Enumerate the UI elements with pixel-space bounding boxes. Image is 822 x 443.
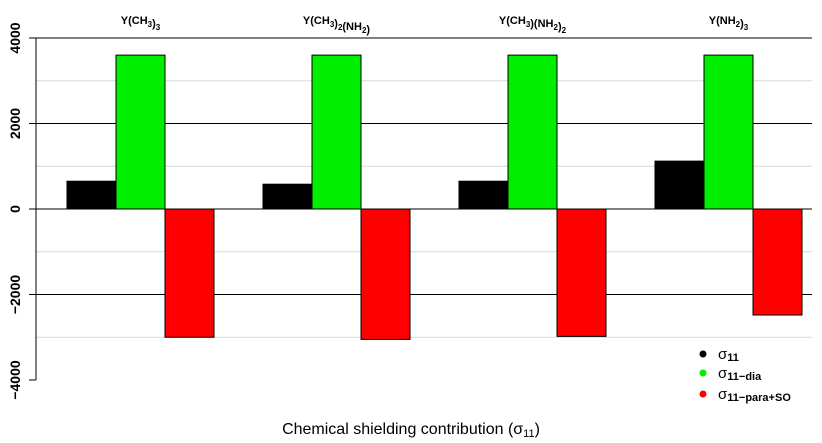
y-tick-label: 0 (7, 205, 23, 213)
legend-entry: σ11−dia (718, 365, 762, 383)
bar-sigma11-dia (115, 54, 166, 210)
bar-sigma11-para-so (164, 208, 215, 338)
bar-sigma11-para-so (360, 208, 411, 340)
bar-sigma11-para-so (752, 208, 803, 316)
bar-sigma11 (458, 180, 509, 210)
x-axis-label: Chemical shielding contribution (σ11) (282, 421, 540, 440)
bars (66, 54, 803, 340)
category-label: Y(NH2)3 (709, 15, 749, 32)
bar-sigma11-dia (311, 54, 362, 210)
category-labels: Y(CH3)3 Y(CH3)2(NH2) Y(CH3)(NH2)2 Y(NH2)3 (121, 15, 749, 36)
y-tick-label: −4000 (7, 360, 23, 400)
category-label: Y(CH3)(NH2)2 (499, 15, 567, 35)
bar-sigma11 (66, 180, 117, 210)
legend-marker (699, 369, 707, 377)
bar-sigma11-dia (703, 54, 754, 210)
category-label: Y(CH3)3 (121, 15, 161, 32)
bar-sigma11 (654, 160, 705, 210)
bar-sigma11 (262, 183, 313, 210)
bar-sigma11-para-so (556, 208, 607, 337)
legend-entry: σ11 (718, 346, 739, 364)
y-tick-label: −2000 (7, 275, 23, 315)
y-tick-label: 4000 (7, 22, 23, 53)
category-label: Y(CH3)2(NH2) (303, 15, 370, 36)
legend-marker (699, 350, 707, 358)
y-axis: −4000 −2000 0 2000 4000 (7, 22, 37, 400)
y-tick-label: 2000 (7, 108, 23, 139)
legend-marker (699, 390, 707, 398)
legend-entry: σ11−para+SO (718, 386, 791, 404)
bar-sigma11-dia (507, 54, 558, 210)
